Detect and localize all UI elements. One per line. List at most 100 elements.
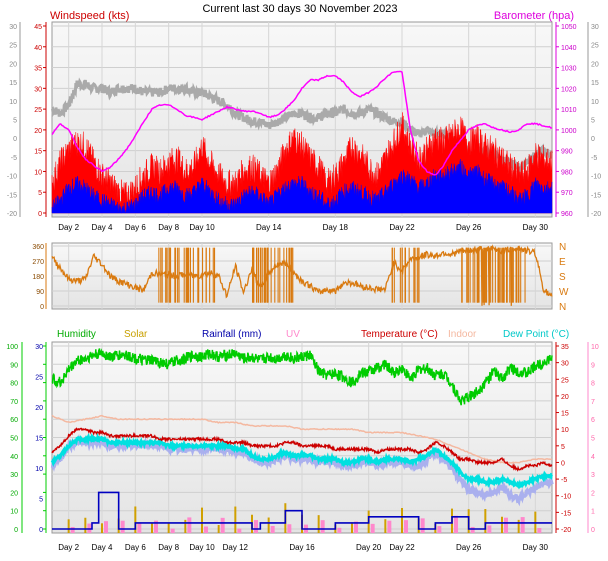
humidity-tick-label: 90 — [10, 362, 18, 369]
windspeed-tick-label: 45 — [34, 24, 42, 31]
temperature-tick-label: 10 — [561, 427, 569, 434]
uv-tick-label: 2 — [591, 490, 595, 497]
direction-tick-label: 90 — [36, 289, 44, 296]
rainfall-tick-label: 25 — [35, 375, 43, 382]
uv-tick-label: 6 — [591, 417, 595, 424]
x-tick-label: Day 26 — [456, 543, 482, 552]
humidity-tick-label: 70 — [10, 399, 18, 406]
humidity-tick-label: 10 — [10, 509, 18, 516]
uv-tick-label: 0 — [591, 527, 595, 534]
right-secondary-tick-label: 0 — [591, 136, 595, 143]
x-tick-label: Day 4 — [92, 543, 113, 552]
humidity-tick-label: 20 — [10, 490, 18, 497]
x-tick-label: Day 26 — [456, 223, 482, 232]
barometer-tick-label: 1050 — [561, 24, 577, 31]
left-secondary-tick-label: 5 — [13, 118, 17, 125]
x-tick-label: Day 30 — [523, 543, 549, 552]
windspeed-tick-label: 35 — [34, 66, 42, 73]
barometer-tick-label: 1030 — [561, 66, 577, 73]
left-secondary-tick-label: -15 — [7, 192, 17, 199]
temperature-tick-label: -15 — [561, 510, 571, 517]
humidity-temperature-panel: 0102030405060708090100051015202530-20-15… — [6, 329, 599, 552]
x-tick-label: Day 6 — [125, 223, 146, 232]
windspeed-tick-label: 40 — [34, 45, 42, 52]
temperature-series-line — [51, 427, 553, 472]
temperature-tick-label: 5 — [561, 444, 565, 451]
x-tick-label: Day 20 — [356, 543, 382, 552]
left-secondary-tick-label: 0 — [13, 136, 17, 143]
barometer-tick-label: 960 — [561, 211, 573, 218]
x-tick-label: Day 22 — [389, 543, 415, 552]
left-secondary-tick-label: -5 — [11, 155, 17, 162]
rainfall-tick-label: 10 — [35, 466, 43, 473]
left-secondary-tick-label: 15 — [9, 80, 17, 87]
uv-tick-label: 1 — [591, 509, 595, 516]
left-secondary-tick-label: 10 — [9, 99, 17, 106]
windspeed-tick-label: 10 — [34, 169, 42, 176]
right-secondary-tick-label: 15 — [591, 80, 599, 87]
right-secondary-tick-label: -20 — [591, 211, 601, 218]
humidity-tick-label: 50 — [10, 436, 18, 443]
temperature-tick-label: 20 — [561, 394, 569, 401]
windspeed-tick-label: 30 — [34, 86, 42, 93]
humidity-tick-label: 40 — [10, 454, 18, 461]
humidity-series-line — [51, 348, 553, 406]
compass-label: S — [559, 272, 566, 283]
x-tick-label: Day 8 — [158, 543, 179, 552]
temperature-tick-label: 0 — [561, 460, 565, 467]
right-secondary-tick-label: -15 — [591, 192, 601, 199]
direction-tick-label: 360 — [32, 244, 44, 251]
uv-tick-label: 7 — [591, 399, 595, 406]
humidity-tick-label: 80 — [10, 381, 18, 388]
x-tick-label: Day 6 — [125, 543, 146, 552]
direction-tick-label: 0 — [40, 304, 44, 311]
temperature-tick-label: 30 — [561, 361, 569, 368]
x-tick-label: Day 22 — [389, 223, 415, 232]
compass-label: N — [559, 242, 566, 253]
right-secondary-tick-label: 25 — [591, 43, 599, 50]
direction-tick-label: 270 — [32, 259, 44, 266]
right-secondary-tick-label: 5 — [591, 118, 595, 125]
left-secondary-tick-label: 20 — [9, 61, 17, 68]
uv-tick-label: 10 — [591, 344, 599, 351]
barometer-tick-label: 1020 — [561, 86, 577, 93]
x-tick-label: Day 14 — [256, 223, 282, 232]
dewpoint-series-line — [50, 431, 553, 490]
rainfall-tick-label: 20 — [35, 405, 43, 412]
rainfall-tick-label: 30 — [35, 344, 43, 351]
page-title: Current last 30 days 30 November 2023 — [202, 3, 397, 15]
legend-label: UV — [286, 329, 300, 340]
x-tick-label: Day 10 — [189, 543, 215, 552]
temperature-tick-label: -20 — [561, 527, 571, 534]
right-secondary-tick-label: 30 — [591, 24, 599, 31]
left-secondary-tick-label: -10 — [7, 174, 17, 181]
x-tick-label: Day 18 — [323, 223, 349, 232]
left-secondary-tick-label: 30 — [9, 24, 17, 31]
barometer-tick-label: 1040 — [561, 45, 577, 52]
windspeed-tick-label: 25 — [34, 107, 42, 114]
barometer-tick-label: 1000 — [561, 128, 577, 135]
windspeed-tick-label: 20 — [34, 128, 42, 135]
x-tick-label: Day 8 — [158, 223, 179, 232]
right-secondary-tick-label: 10 — [591, 99, 599, 106]
barometer-tick-label: 990 — [561, 149, 573, 156]
x-tick-label: Day 10 — [189, 223, 215, 232]
right-secondary-tick-label: 20 — [591, 61, 599, 68]
uv-tick-label: 3 — [591, 472, 595, 479]
temperature-tick-label: 35 — [561, 344, 569, 351]
legend-label: Indoor — [448, 329, 477, 340]
x-tick-label: Day 2 — [58, 223, 79, 232]
legend-label: Temperature (°C) — [361, 329, 438, 340]
uv-tick-label: 8 — [591, 381, 595, 388]
right-secondary-tick-label: -5 — [591, 155, 597, 162]
left-secondary-tick-label: -20 — [7, 211, 17, 218]
humidity-tick-label: 60 — [10, 417, 18, 424]
barometer-series-line — [51, 70, 553, 176]
legend-label: Solar — [124, 329, 148, 340]
legend-label: Humidity — [57, 329, 96, 340]
barometer-axis-label: Barometer (hpa) — [494, 10, 574, 22]
right-secondary-tick-label: -10 — [591, 174, 601, 181]
x-tick-label: Day 12 — [223, 543, 249, 552]
barometer-tick-label: 1010 — [561, 107, 577, 114]
